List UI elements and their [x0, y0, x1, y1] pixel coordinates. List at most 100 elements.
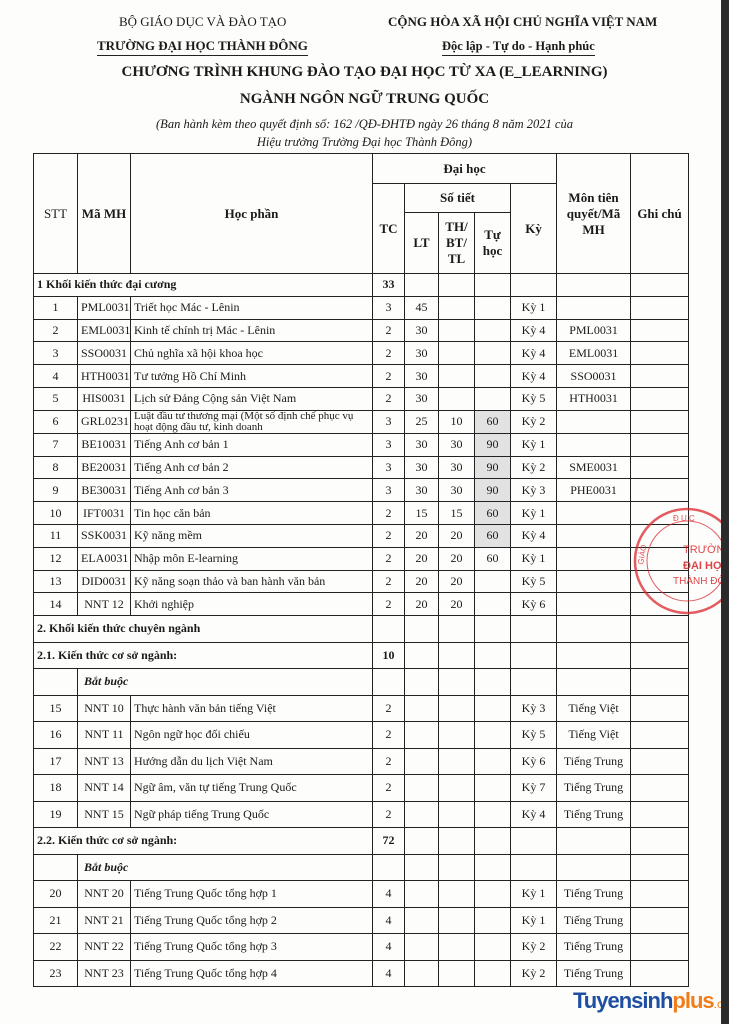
practice-hours	[438, 880, 475, 908]
header-ky: Kỳ	[509, 183, 558, 274]
self-study-hours	[474, 721, 511, 749]
credits: 2	[372, 800, 405, 829]
credits: 3	[372, 478, 405, 503]
empty-cell	[474, 615, 511, 643]
empty-cell	[556, 853, 632, 882]
course-name: Tiếng Trung Quốc tổng hợp 2	[130, 906, 373, 935]
semester: Kỳ 2	[509, 409, 558, 434]
practice-hours	[438, 800, 475, 829]
prerequisite	[556, 409, 632, 434]
course-code: NNT 23	[77, 959, 131, 988]
course-code: NNT 10	[77, 694, 131, 723]
course-code: HTH0031	[77, 364, 131, 388]
credits: 3	[372, 295, 405, 320]
table-row: 13 DID0031 Kỹ năng soạn thảo và ban hành v…	[33, 569, 690, 594]
practice-hours: 30	[438, 432, 475, 457]
row-number: 19	[33, 800, 78, 829]
course-name: Lịch sử Đảng Cộng sản Việt Nam	[130, 386, 373, 411]
row-number: 11	[33, 523, 78, 548]
self-study-hours	[474, 774, 511, 802]
semester: Kỳ 4	[509, 364, 558, 388]
empty-cell	[630, 827, 690, 855]
table-row: 19 NNT 15 Ngữ pháp tiếng Trung Quốc 2 Kỳ 4 Ti…	[33, 800, 690, 829]
row-number: 23	[33, 959, 78, 988]
course-code: BE20031	[77, 455, 131, 480]
theory-hours	[404, 774, 439, 802]
semester: Kỳ 1	[509, 432, 558, 457]
course-code: NNT 20	[77, 880, 131, 908]
practice-hours	[438, 386, 475, 411]
self-study-hours	[474, 341, 511, 366]
note-cell	[630, 409, 690, 434]
svg-text:GIÁO: GIÁO	[636, 544, 648, 565]
semester: Kỳ 7	[509, 774, 558, 802]
course-name: Tiếng Anh cơ bản 3	[130, 478, 373, 503]
course-code: BE30031	[77, 478, 131, 503]
empty-cell	[630, 273, 690, 297]
ministry-name: BỘ GIÁO DỤC VÀ ĐÀO TẠO	[119, 14, 287, 29]
svg-text:Đ U C: Đ U C	[673, 514, 695, 523]
table-body: 1 Khối kiến thức đại cương 33 1 PML0031 Triế…	[33, 273, 690, 988]
table-row: 11 SSK0031 Kỹ năng mềm 2 20 20 60 Kỳ 4	[33, 523, 690, 548]
self-study-hours: 60	[474, 523, 511, 548]
logo-part-1: Tuyensinh	[573, 988, 673, 1013]
motto: Độc lập - Tự do - Hạnh phúc	[442, 39, 595, 56]
semester: Kỳ 4	[509, 318, 558, 343]
self-study-hours	[474, 800, 511, 829]
document-title: CHƯƠNG TRÌNH KHUNG ĐÀO TẠO ĐẠI HỌC TỪ XA…	[121, 64, 608, 80]
prerequisite: Tiếng Việt	[556, 694, 632, 723]
note-cell	[630, 906, 690, 935]
theory-hours: 30	[404, 432, 439, 457]
prerequisite: PML0031	[556, 318, 632, 343]
course-name: Triết học Mác - Lênin	[130, 295, 373, 320]
section-credits: 33	[372, 273, 405, 297]
header-tu-hoc: Tự học	[474, 212, 511, 274]
credits: 2	[372, 386, 405, 411]
empty-cell	[372, 668, 405, 696]
credits: 2	[372, 747, 405, 776]
credits: 3	[372, 432, 405, 457]
course-name: Tiếng Trung Quốc tổng hợp 1	[130, 880, 373, 908]
prerequisite	[556, 546, 632, 571]
scan-edge	[721, 0, 729, 1024]
row-number: 16	[33, 721, 78, 749]
table-row: 1 PML0031 Triết học Mác - Lênin 3 45 Kỳ 1	[33, 295, 690, 320]
prerequisite: Tiếng Trung	[556, 933, 632, 961]
header-dai-hoc: Đại học	[371, 153, 558, 184]
note-cell	[630, 295, 690, 320]
practice-hours	[438, 959, 475, 988]
prerequisite	[556, 592, 632, 617]
semester: Kỳ 2	[509, 455, 558, 480]
empty-cell	[474, 827, 511, 855]
empty-cell	[556, 668, 632, 696]
empty-cell	[509, 641, 558, 670]
practice-hours: 30	[438, 478, 475, 503]
note-cell	[630, 386, 690, 411]
table-row: 18 NNT 14 Ngữ âm, văn tự tiếng Trung Quốc 2…	[33, 774, 690, 802]
course-name: Kinh tế chính trị Mác - Lênin	[130, 318, 373, 343]
subheader-label: Bắt buộc	[77, 668, 373, 696]
header-lt: LT	[404, 212, 439, 274]
empty-cell	[630, 853, 690, 882]
credits: 2	[372, 523, 405, 548]
course-name: Luật đầu tư thương mại (Một số định chế …	[130, 409, 373, 434]
practice-hours	[438, 933, 475, 961]
svg-text:TRƯỜNG: TRƯỜNG	[683, 543, 729, 556]
self-study-hours	[474, 386, 511, 411]
table-row: 4 HTH0031 Tư tưởng Hồ Chí Minh 2 30 Kỳ 4 SSO00…	[33, 364, 690, 388]
semester: Kỳ 5	[509, 386, 558, 411]
self-study-hours: 60	[474, 546, 511, 571]
empty-cell	[438, 853, 475, 882]
credits: 2	[372, 341, 405, 366]
semester: Kỳ 2	[509, 959, 558, 988]
empty-cell	[556, 273, 632, 297]
self-study-hours	[474, 295, 511, 320]
course-code: GRL0231	[77, 409, 131, 434]
table-row: 3 SSO0031 Chủ nghĩa xã hội khoa học 2 30 Kỳ 4…	[33, 341, 690, 366]
semester: Kỳ 1	[509, 295, 558, 320]
practice-hours	[438, 747, 475, 776]
note-cell	[630, 318, 690, 343]
table-row: 5 HIS0031 Lịch sử Đảng Cộng sản Việt Nam 2 3…	[33, 386, 690, 411]
table-row: 7 BE10031 Tiếng Anh cơ bản 1 3 30 30 90 Kỳ 1	[33, 432, 690, 457]
svg-text:THÀNH ĐÔNG: THÀNH ĐÔNG	[673, 574, 729, 587]
